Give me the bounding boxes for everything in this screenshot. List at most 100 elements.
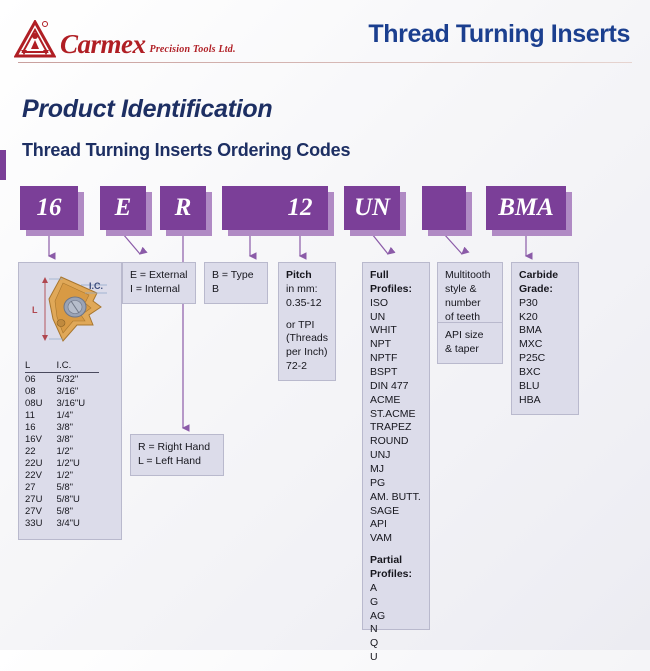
hand-right: R = Right Hand	[138, 441, 211, 453]
dimension-label-l: L	[32, 305, 38, 315]
carbide-grade-item: K20	[519, 310, 538, 323]
full-profile-item: API	[370, 518, 387, 531]
full-profile-item: TRAPEZ	[370, 421, 412, 434]
size-table-row: 16V 3/8"	[25, 433, 99, 445]
type-panel: B = Type B	[204, 262, 268, 304]
section-title: Product Identification	[22, 95, 273, 123]
insert-drawing: L I.C.	[19, 263, 121, 358]
partial-profiles-title-2: Profiles:	[370, 568, 413, 581]
size-code-cell: 27V	[25, 505, 42, 517]
carbide-grade-item: P30	[519, 296, 538, 309]
orientation-external: E = External	[130, 269, 188, 281]
hand-panel: R = Right Hand L = Left Hand	[130, 434, 224, 476]
size-code-cell: 22V	[25, 469, 42, 481]
carbide-grade-panel: Carbide Grade: P30 K20 BMA MXC P25C BXC BLU HBA	[511, 262, 579, 415]
partial-profile-item: N	[370, 623, 378, 636]
size-code-cell: 27	[25, 481, 36, 493]
inscribed-circle-cell: 3/16"	[56, 385, 79, 397]
carbide-grade-item: BMA	[519, 324, 542, 337]
code-box-orientation[interactable]: E	[100, 186, 146, 230]
inscribed-circle-cell: 3/4"U	[56, 517, 80, 529]
pitch-tpi-label-3: per Inch)	[286, 346, 328, 359]
inscribed-circle-cell: 1/2"	[56, 445, 74, 457]
size-table: L I.C. 06 5/32" 08 3/16" 08U 3/16"U 11 1/4" 16 3/…	[25, 360, 100, 529]
pitch-mm-label: in mm:	[286, 282, 318, 295]
partial-profile-item: G	[370, 595, 379, 608]
size-table-row: 22 1/2"	[25, 445, 99, 457]
inscribed-circle-cell: 1/4"	[56, 409, 74, 421]
pitch-panel: Pitch in mm: 0.35-12 or TPI (Threads per…	[278, 262, 336, 382]
size-table-row: 08U 3/16"U	[25, 397, 99, 409]
carbide-grade-item: BLU	[519, 379, 540, 392]
size-code-cell: 22	[25, 445, 36, 457]
full-profiles-title-1: Full	[370, 269, 389, 281]
full-profile-item: DIN 477	[370, 379, 409, 392]
multitooth-line-2: style &	[445, 282, 477, 295]
carmex-triangle-logo-icon	[13, 18, 57, 58]
full-profiles-list: ISO UN WHIT NPT NPTF BSPT DIN 477 ACME ST.ACME TR…	[370, 297, 422, 546]
full-profile-item: NPT	[370, 338, 391, 351]
carbide-title-2: Grade:	[519, 282, 553, 295]
size-code-cell: 16V	[25, 433, 42, 445]
inscribed-circle-cell: 5/32"	[56, 373, 79, 385]
size-table-row: 11 1/4"	[25, 409, 99, 421]
size-table-row: 27U 5/8"U	[25, 493, 99, 505]
code-box-pitch[interactable]: 12	[272, 186, 328, 230]
carbide-grade-item: HBA	[519, 393, 541, 406]
size-code-cell: 08	[25, 385, 36, 397]
full-profile-item: WHIT	[370, 324, 397, 337]
ordering-code-row: 16 E R 12 UN BMA	[0, 186, 650, 238]
size-table-row: 22V 1/2"	[25, 469, 99, 481]
size-table-row: 06 5/32"	[25, 373, 99, 386]
page-title: Thread Turning Inserts	[368, 20, 630, 48]
full-profile-item: MJ	[370, 463, 384, 476]
section-subtitle: Thread Turning Inserts Ordering Codes	[22, 140, 351, 160]
carbide-grade-item: BXC	[519, 366, 541, 379]
full-profile-item: VAM	[370, 532, 392, 545]
multitooth-line-3: number	[445, 296, 481, 309]
inscribed-circle-cell: 1/2"	[56, 469, 74, 481]
code-box-profile[interactable]: UN	[344, 186, 400, 230]
code-box-grade[interactable]: BMA	[486, 186, 566, 230]
full-profile-item: AM. BUTT.	[370, 490, 421, 503]
size-table-row: 16 3/8"	[25, 421, 99, 433]
header-divider	[18, 62, 632, 63]
api-line-2: & taper	[445, 342, 479, 355]
size-code-cell: 16	[25, 421, 36, 433]
full-profile-item: ST.ACME	[370, 407, 416, 420]
multitooth-panel: Multitooth style & number of teeth	[437, 262, 503, 332]
insert-dimension-panel: L I.C. L I.C. 06 5/32" 08 3/16" 08U 3/16"U 11 1…	[18, 262, 122, 540]
orientation-internal: I = Internal	[130, 282, 180, 295]
full-profile-item: NPTF	[370, 352, 398, 365]
api-line-1: API size	[445, 329, 484, 341]
multitooth-line-1: Multitooth	[445, 269, 491, 281]
multitooth-line-4: of teeth	[445, 310, 481, 323]
full-profile-item: ACME	[370, 393, 401, 406]
inscribed-circle-cell: 1/2"U	[56, 457, 80, 469]
size-code-cell: 08U	[25, 397, 43, 409]
carbide-title-1: Carbide	[519, 269, 559, 281]
size-table-row: 22U 1/2"U	[25, 457, 99, 469]
code-box-hand[interactable]: R	[160, 186, 206, 230]
type-b: B = Type B	[212, 269, 254, 295]
partial-profile-item: A	[370, 581, 378, 594]
brand-logo: Carmex Precision Tools Ltd.	[13, 18, 236, 58]
pitch-tpi-value: 72-2	[286, 360, 308, 373]
full-profiles-title-2: Profiles:	[370, 282, 413, 295]
code-box-type[interactable]	[222, 186, 278, 230]
inscribed-circle-cell: 3/8"	[56, 421, 74, 433]
size-code-cell: 06	[25, 373, 36, 385]
size-table-row: 33U 3/4"U	[25, 517, 99, 529]
full-profile-item: ISO	[370, 296, 389, 309]
carbide-grade-item: P25C	[519, 352, 546, 365]
partial-profile-item: AG	[370, 609, 386, 622]
pitch-mm-value: 0.35-12	[286, 296, 322, 309]
dimension-label-ic: I.C.	[89, 281, 104, 291]
code-box-multitooth[interactable]	[422, 186, 466, 230]
code-box-size[interactable]: 16	[20, 186, 78, 230]
partial-profiles-title-1: Partial	[370, 554, 403, 567]
size-code-cell: 22U	[25, 457, 43, 469]
inscribed-circle-cell: 3/16"U	[56, 397, 86, 409]
size-code-cell: 11	[25, 409, 35, 421]
full-profile-item: UNJ	[370, 449, 391, 462]
